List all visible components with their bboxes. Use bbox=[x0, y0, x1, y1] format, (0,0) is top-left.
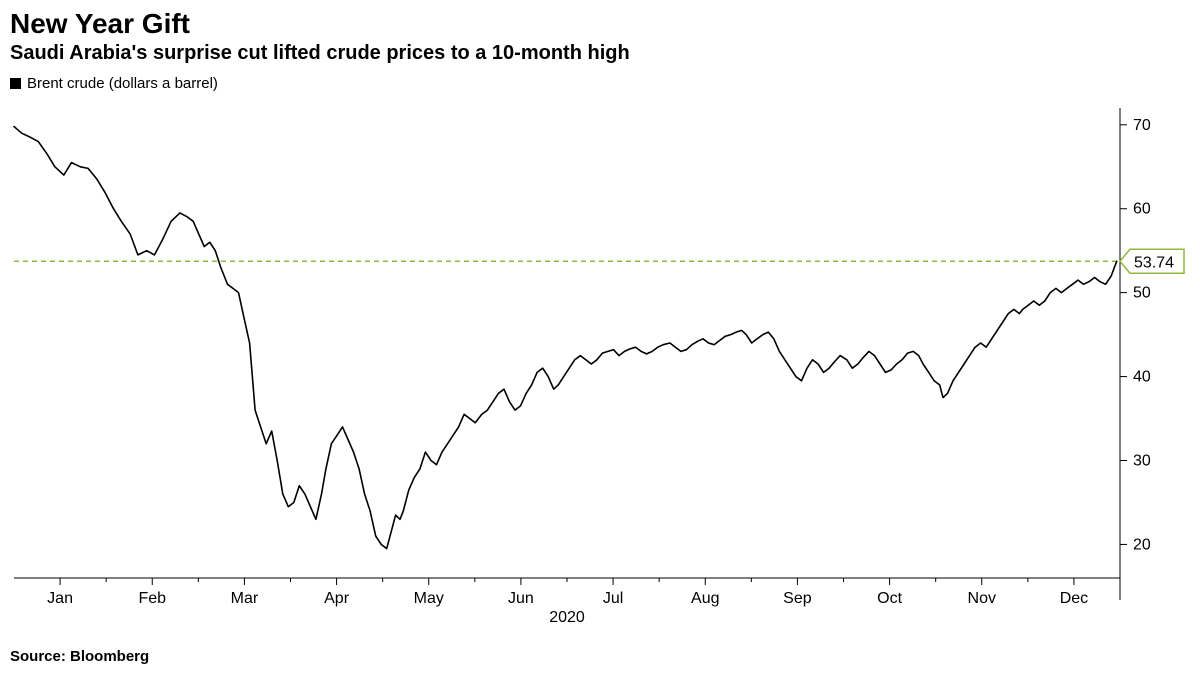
source-label: Source: Bloomberg bbox=[10, 648, 149, 665]
y-tick-label: 70 bbox=[1133, 117, 1151, 134]
reference-value: 53.74 bbox=[1134, 254, 1174, 271]
chart-area: 20 30 40 50 60 70 Jan Feb Mar Apr May Jun Jul Aug Sep O… bbox=[10, 108, 1190, 628]
x-tick-label: Jul bbox=[603, 590, 623, 607]
y-tick-label: 40 bbox=[1133, 369, 1151, 386]
x-tick-label: Apr bbox=[324, 590, 350, 607]
y-tick-label: 30 bbox=[1133, 453, 1151, 470]
x-tick-label: Nov bbox=[968, 590, 996, 607]
legend-label: Brent crude (dollars a barrel) bbox=[27, 75, 218, 92]
legend: Brent crude (dollars a barrel) bbox=[10, 75, 1200, 92]
chart-svg: 20 30 40 50 60 70 Jan Feb Mar Apr May Jun Jul Aug Sep O… bbox=[10, 108, 1190, 628]
chart-title: New Year Gift bbox=[10, 8, 1200, 40]
legend-swatch bbox=[10, 78, 21, 89]
price-line bbox=[14, 127, 1117, 549]
y-tick-label: 60 bbox=[1133, 201, 1151, 218]
y-tick-label: 50 bbox=[1133, 285, 1151, 302]
x-tick-label: Sep bbox=[783, 590, 812, 607]
chart-subtitle: Saudi Arabia's surprise cut lifted crude… bbox=[10, 42, 1200, 65]
x-tick-label: Dec bbox=[1060, 590, 1088, 607]
x-tick-label: Feb bbox=[138, 590, 166, 607]
x-year-label: 2020 bbox=[549, 609, 585, 626]
x-tick-label: Mar bbox=[231, 590, 259, 607]
x-tick-label: Jun bbox=[508, 590, 534, 607]
x-tick-label: Oct bbox=[877, 590, 902, 607]
x-tick-label: Aug bbox=[691, 590, 719, 607]
y-tick-label: 20 bbox=[1133, 536, 1151, 553]
x-tick-label: Jan bbox=[47, 590, 73, 607]
x-tick-label: May bbox=[414, 590, 444, 607]
